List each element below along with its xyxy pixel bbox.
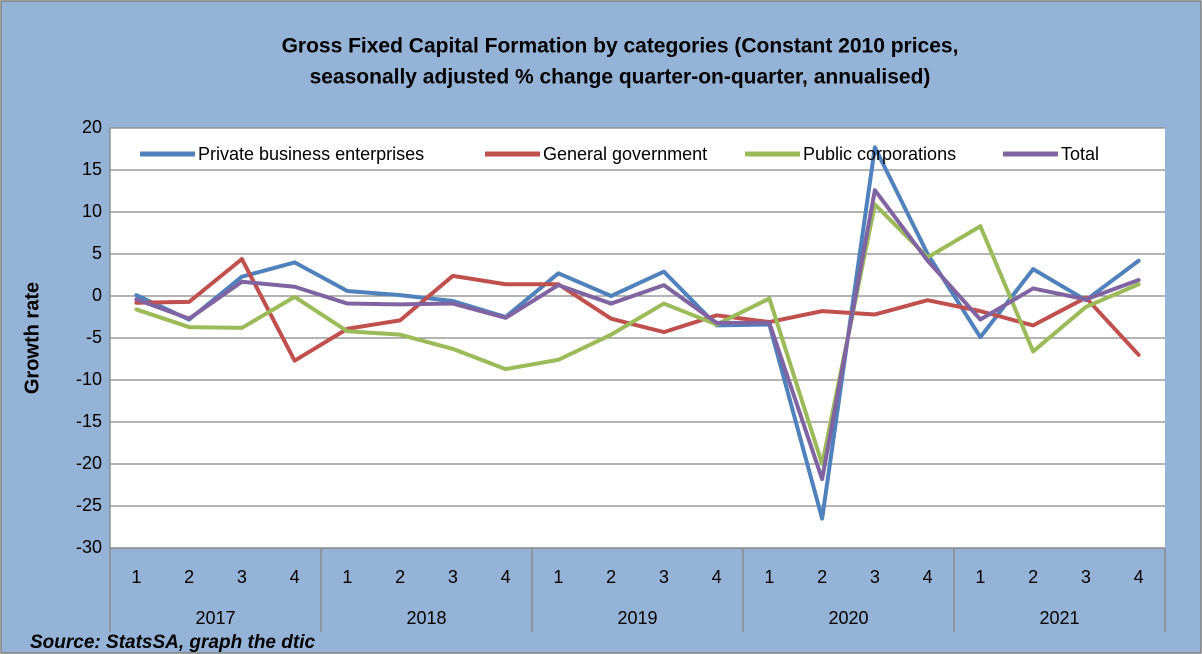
x-tick-label: 4 [923,567,933,587]
x-tick-label: 1 [342,567,352,587]
x-tick-label: 2 [606,567,616,587]
y-tick-label: 15 [82,159,102,179]
x-tick-label: 4 [501,567,511,587]
y-tick-label: -5 [86,327,102,347]
x-tick-label: 3 [1081,567,1091,587]
x-tick-label: 1 [975,567,985,587]
x-tick-label: 4 [1134,567,1144,587]
y-tick-label: -30 [76,537,102,557]
x-group-label: 2018 [406,608,446,628]
x-group-label: 2020 [828,608,868,628]
y-axis-label: Growth rate [21,282,43,394]
x-tick-label: 3 [659,567,669,587]
series-line [134,188,1141,482]
legend-label: Total [1061,144,1099,164]
series-line [134,145,1141,521]
x-tick-label: 2 [395,567,405,587]
y-tick-label: -20 [76,453,102,473]
x-tick-label: 3 [448,567,458,587]
series-line [134,202,1141,466]
x-axis-area [110,548,1165,632]
y-tick-label: 5 [92,243,102,263]
x-tick-label: 2 [184,567,194,587]
y-tick-label: 0 [92,285,102,305]
y-tick-label: -10 [76,369,102,389]
x-tick-label: 2 [1028,567,1038,587]
x-tick-label: 3 [237,567,247,587]
y-tick-label: -15 [76,411,102,431]
legend-box [130,140,1155,168]
x-group-label: 2017 [195,608,235,628]
y-tick-label: 20 [82,117,102,137]
legend-label: Private business enterprises [198,144,424,164]
x-group-label: 2021 [1039,608,1079,628]
x-tick-label: 2 [817,567,827,587]
y-tick-label: 10 [82,201,102,221]
legend-label: Public corporations [803,144,956,164]
y-tick-label: -25 [76,495,102,515]
x-tick-label: 1 [131,567,141,587]
x-tick-label: 1 [764,567,774,587]
legend-label: General government [543,144,707,164]
x-tick-label: 4 [712,567,722,587]
x-tick-label: 3 [870,567,880,587]
x-tick-label: 1 [553,567,563,587]
source-note: Source: StatsSA, graph the dtic [30,632,315,653]
chart-title: seasonally adjusted % change quarter-on-… [310,66,931,89]
x-group-label: 2019 [617,608,657,628]
x-tick-label: 4 [290,567,300,587]
chart-title: Gross Fixed Capital Formation by categor… [282,35,959,58]
